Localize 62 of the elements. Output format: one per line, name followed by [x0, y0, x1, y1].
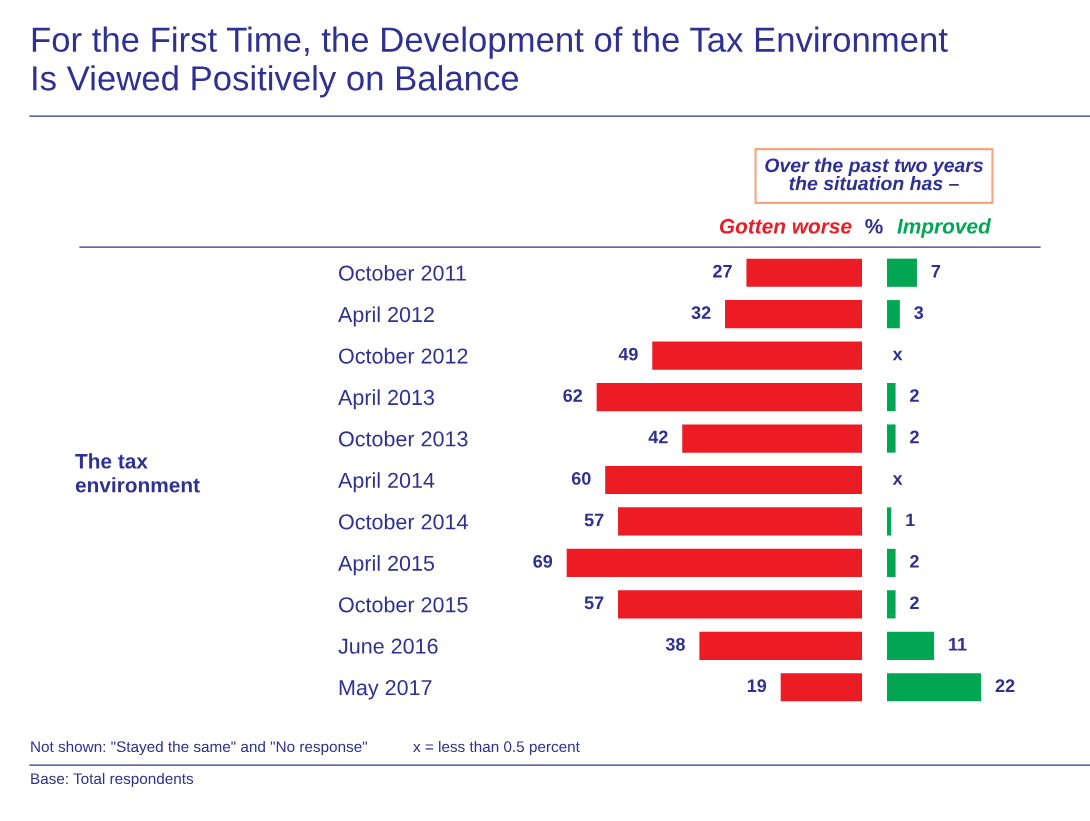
text: Not shown: "Stayed the same" and "No response" [31, 740, 367, 756]
bar [887, 548, 896, 577]
y-tick-label: October 2014 [339, 513, 468, 530]
bar [887, 673, 982, 702]
y-tick-label: October 2011 [339, 264, 466, 281]
bar [887, 300, 900, 329]
bar [887, 258, 917, 287]
y-tick-label: June 2016 [338, 638, 438, 654]
series-label: Improved [897, 218, 992, 238]
text: x = less than 0.5 percent [413, 740, 580, 756]
y-tick-label: April 2015 [338, 555, 435, 576]
bar [887, 631, 935, 660]
data-label: 22 [995, 679, 1015, 692]
bar [887, 507, 892, 536]
bar [618, 507, 862, 536]
bar [652, 341, 862, 370]
data-label: 7 [931, 264, 941, 278]
data-label: 2 [910, 389, 919, 402]
data-label: 2 [910, 430, 919, 444]
series-label: Gotten worse [719, 218, 852, 234]
data-label: 60 [571, 472, 591, 485]
y-tick-label: October 2012 [339, 347, 468, 364]
data-label: 1 [906, 513, 915, 527]
y-tick-label: April 2014 [338, 472, 435, 493]
data-label: 57 [584, 513, 604, 527]
bar [605, 465, 862, 495]
bar [596, 383, 862, 412]
bar [887, 383, 896, 412]
data-label: 27 [713, 264, 732, 278]
y-tick-label: October 2013 [339, 430, 468, 447]
data-label: 57 [584, 596, 604, 610]
text: x [892, 350, 903, 361]
data-label: 32 [691, 306, 711, 320]
data-label: 69 [533, 554, 553, 568]
text: Over the past two years the situation has – [765, 157, 984, 191]
data-label: 2 [910, 596, 919, 610]
bar [780, 673, 862, 702]
data-label: 3 [914, 306, 924, 320]
text: x [892, 475, 903, 485]
text: Base: Total respondents [31, 772, 194, 788]
chart-title: For the First Time, the Development of the Tax Environment Is Viewed Positively on Balance [32, 26, 948, 98]
data-label: 49 [618, 347, 638, 361]
data-label: 2 [910, 554, 919, 568]
data-label: 11 [949, 638, 967, 651]
y-tick-label: April 2012 [338, 306, 434, 327]
bar [746, 258, 862, 287]
text: The tax environment [75, 453, 200, 493]
data-label: 62 [563, 389, 583, 402]
bar [618, 590, 862, 619]
data-label: 42 [648, 430, 668, 444]
bar [566, 548, 862, 577]
y-tick-label: May 2017 [339, 680, 432, 700]
text: % [865, 218, 883, 234]
bar [699, 631, 862, 660]
bar [887, 590, 896, 619]
bar [887, 424, 896, 453]
y-tick-label: October 2015 [339, 596, 468, 613]
bar [725, 300, 862, 329]
data-label: 19 [747, 679, 767, 693]
y-tick-label: April 2013 [338, 389, 434, 410]
data-label: 38 [665, 637, 685, 651]
bar [682, 424, 862, 453]
